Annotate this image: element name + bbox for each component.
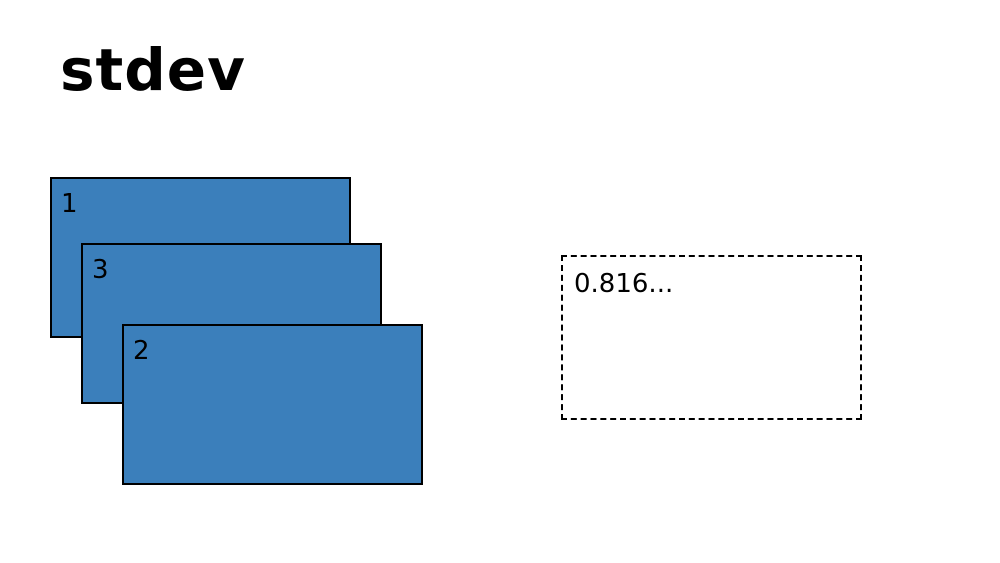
value-card-2: 2 xyxy=(122,324,423,485)
card-label: 3 xyxy=(92,255,109,285)
page-title: stdev xyxy=(60,36,246,104)
card-label: 2 xyxy=(133,336,150,366)
result-box: 0.816... xyxy=(561,255,862,420)
result-value: 0.816... xyxy=(574,269,674,299)
card-label: 1 xyxy=(61,189,78,219)
